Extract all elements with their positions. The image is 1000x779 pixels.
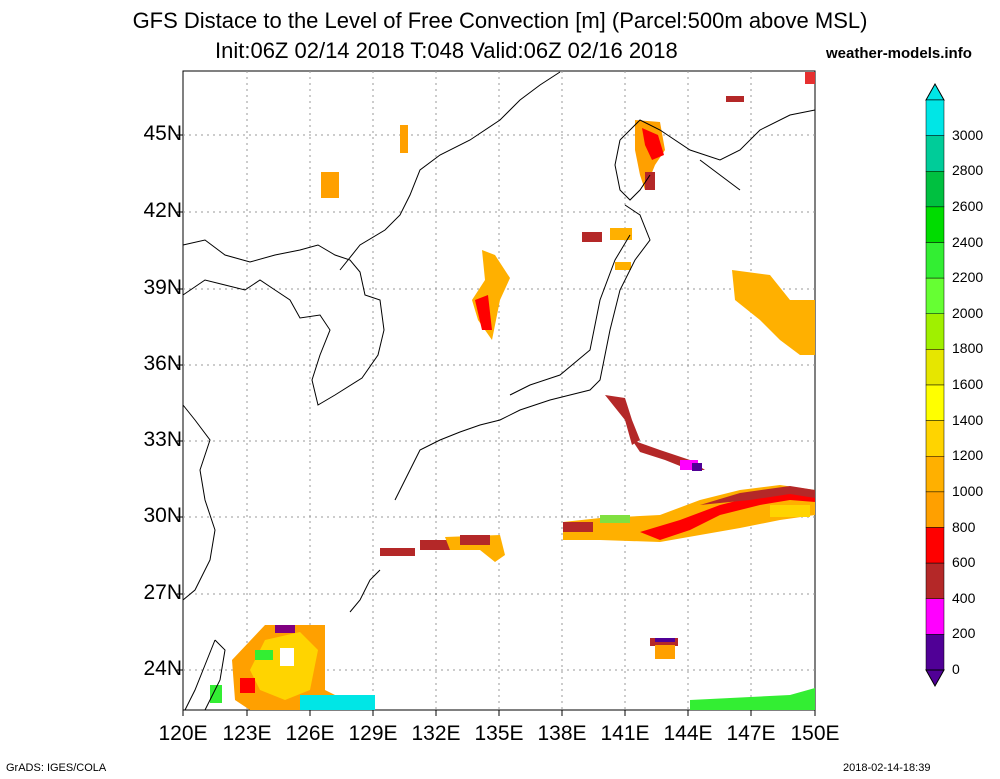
lon-label-126e: 126E (285, 722, 335, 745)
colorbar-cell (925, 242, 945, 279)
lat-label-42n: 42N (143, 199, 182, 222)
lat-label-36n: 36N (143, 352, 182, 375)
lon-label-150e: 150E (790, 722, 840, 745)
colorbar-cell (925, 598, 945, 635)
colorbar-cell (925, 456, 945, 493)
colorbar-cell (925, 313, 945, 350)
colorbar-cell (925, 527, 945, 564)
brand-label: weather-models.info (826, 45, 972, 62)
colorbar-cells (925, 99, 945, 671)
colorbar-cell (925, 562, 945, 599)
colorbar-label: 1000 (952, 482, 984, 499)
lon-label-129e: 129E (348, 722, 398, 745)
colorbar-cell (925, 634, 945, 671)
lat-label-39n: 39N (143, 276, 182, 299)
colorbar-label: 2200 (952, 269, 984, 286)
colorbar-cell (925, 491, 945, 528)
colorbar-cell (925, 277, 945, 314)
colorbar-cell (925, 135, 945, 172)
lat-label-30n: 30N (143, 504, 182, 527)
lon-label-138e: 138E (537, 722, 587, 745)
colorbar-label: 3000 (952, 126, 984, 143)
lon-label-141e: 141E (600, 722, 650, 745)
colorbar-label: 0 (952, 661, 960, 677)
colorbar-label: 600 (952, 554, 976, 571)
colorbar-cell (925, 349, 945, 386)
colorbar-label: 2800 (952, 162, 984, 179)
axis-ticks (177, 134, 816, 716)
colorbar-label: 2600 (952, 197, 984, 214)
colorbar-label: 2400 (952, 233, 984, 250)
colorbar-label: 200 (952, 625, 976, 642)
colorbar-label: 800 (952, 518, 976, 535)
lon-label-147e: 147E (726, 722, 776, 745)
colorbar-cell (925, 206, 945, 243)
colorbar-label: 2000 (952, 304, 984, 321)
chart-subtitle: Init:06Z 02/14 2018 T:048 Valid:06Z 02/1… (215, 38, 678, 63)
footer-credit: GrADS: IGES/COLA (6, 762, 107, 774)
lfc-shading (210, 72, 815, 710)
colorbar-cell (925, 420, 945, 457)
chart-title: GFS Distace to the Level of Free Convect… (132, 8, 868, 33)
lat-label-45n: 45N (143, 122, 182, 145)
colorbar-cell (925, 99, 945, 136)
colorbar-label: 1400 (952, 411, 984, 428)
colorbar-cell (925, 384, 945, 421)
colorbar-label: 400 (952, 589, 976, 606)
grid-lines (183, 71, 815, 710)
colorbar-label: 1800 (952, 340, 984, 357)
lat-label-27n: 27N (143, 581, 182, 604)
coastlines (182, 71, 816, 711)
lon-label-120e: 120E (158, 722, 208, 745)
colorbar-top-arrow (925, 82, 945, 101)
colorbar-bottom-arrow (925, 669, 945, 688)
colorbar-cell (925, 171, 945, 208)
colorbar-label: 1600 (952, 376, 984, 392)
lon-label-144e: 144E (663, 722, 713, 745)
lat-label-33n: 33N (143, 428, 182, 451)
colorbar-label: 1200 (952, 447, 984, 464)
lat-label-24n: 24N (143, 657, 182, 680)
footer-timestamp: 2018-02-14-18:39 (843, 762, 931, 774)
lon-label-123e: 123E (222, 722, 272, 745)
lon-label-135e: 135E (474, 722, 524, 745)
colorbar (925, 82, 945, 688)
lon-label-132e: 132E (411, 722, 461, 745)
